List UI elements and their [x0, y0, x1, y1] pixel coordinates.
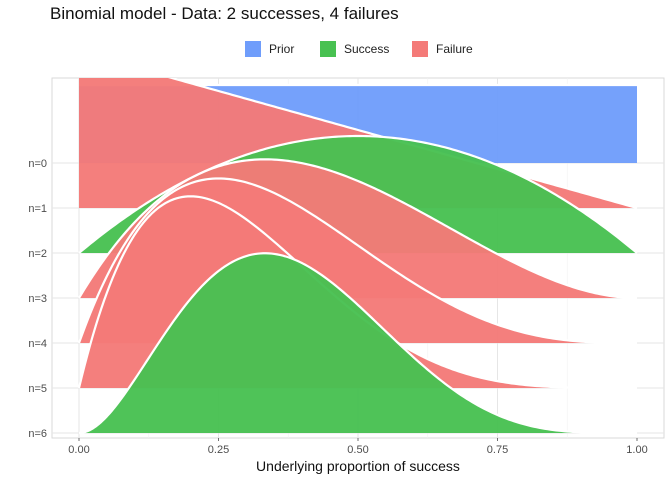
x-tick-label: 0.25: [208, 444, 229, 456]
legend-key-success: [320, 41, 336, 57]
ridge-outline-n2: [78, 134, 638, 254]
y-tick-label: n=5: [28, 383, 47, 395]
legend-label-success: Success: [344, 42, 390, 56]
x-tick-label: 0.75: [487, 444, 508, 456]
x-axis-title: Underlying proportion of success: [256, 458, 460, 474]
ridge-area-n6: [79, 253, 637, 433]
y-tick-label: n=4: [28, 338, 47, 350]
y-tick-label: n=2: [28, 248, 47, 260]
legend-label-prior: Prior: [269, 42, 295, 56]
legend-key-failure: [412, 41, 428, 57]
y-tick-label: n=6: [28, 428, 47, 440]
legend-label-failure: Failure: [436, 42, 473, 56]
ridge-outline-n3: [78, 158, 638, 300]
y-tick-label: n=0: [28, 158, 47, 170]
ridge-outline-n6: [78, 252, 637, 435]
y-tick-label: n=3: [28, 293, 47, 305]
y-tick-label: n=1: [28, 203, 47, 215]
legend-key-prior: [245, 41, 261, 57]
x-tick-label: 0.00: [68, 444, 89, 456]
ridges: [77, 78, 638, 435]
legend: Prior Success Failure: [0, 40, 672, 60]
ridge-outline-n4: [77, 177, 637, 345]
ridge-outline-n1: [167, 78, 638, 210]
chart-title: Binomial model - Data: 2 successes, 4 fa…: [50, 4, 399, 23]
x-tick-label: 1.00: [626, 444, 647, 456]
x-tick-label: 0.50: [347, 444, 368, 456]
